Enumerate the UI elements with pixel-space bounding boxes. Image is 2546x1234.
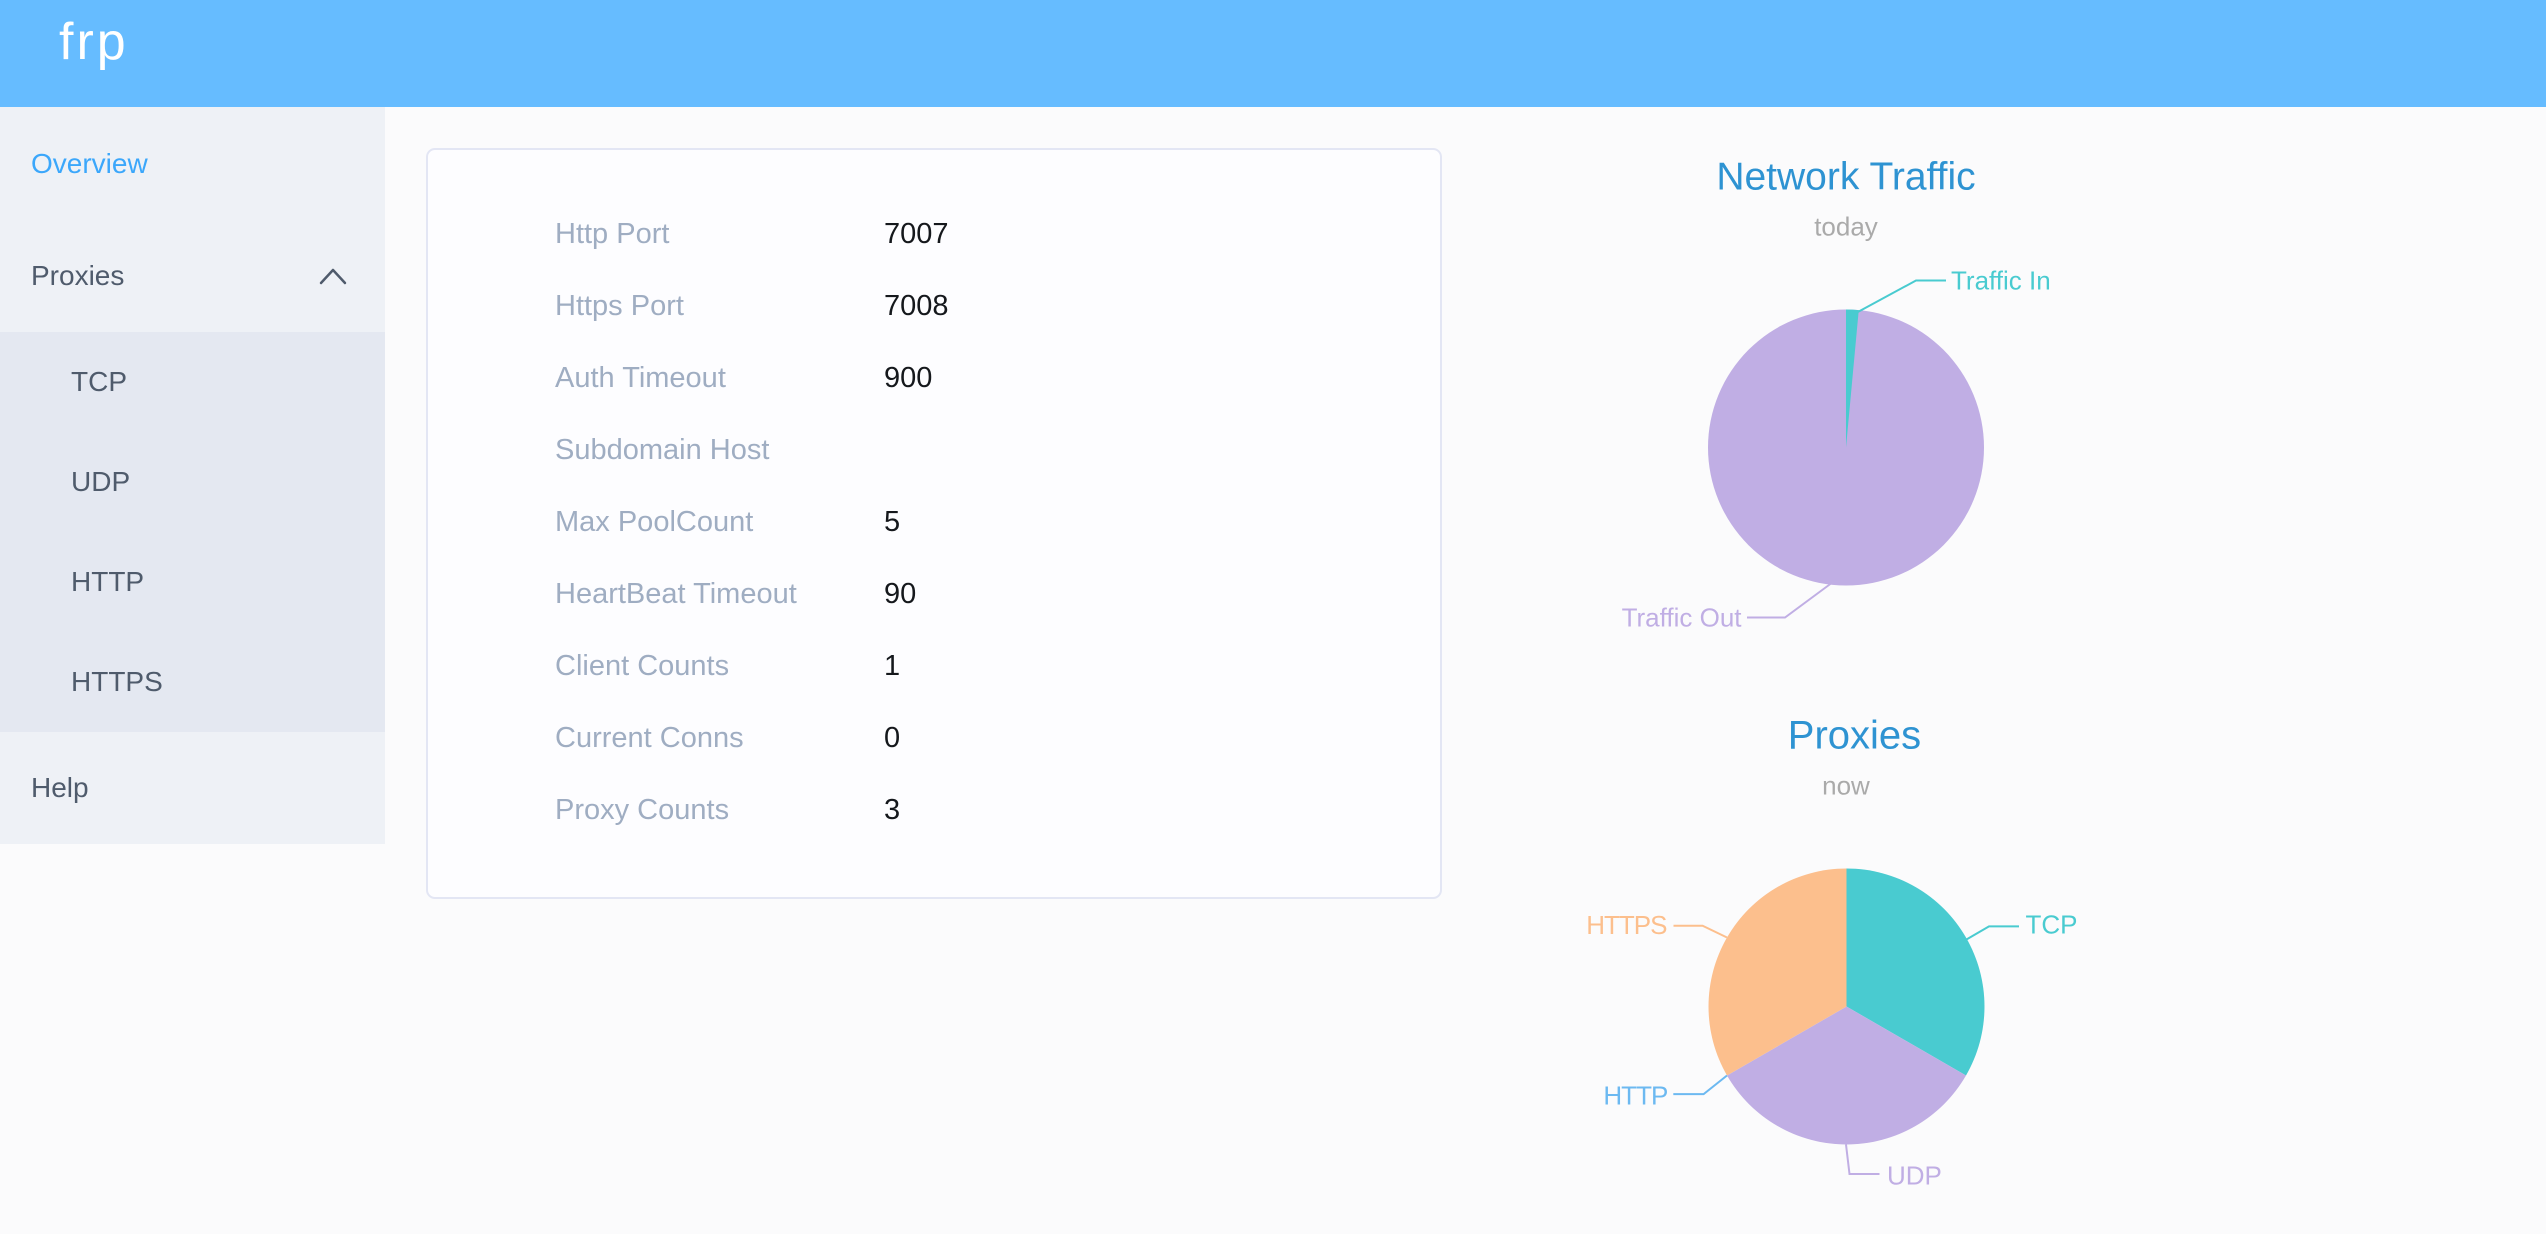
svg-text:UDP: UDP [1887, 1160, 1942, 1190]
svg-text:Proxies: Proxies [1788, 714, 1921, 758]
svg-text:Traffic In: Traffic In [1951, 266, 2051, 296]
svg-text:HTTPS: HTTPS [1586, 910, 1667, 940]
svg-text:HTTP: HTTP [1603, 1080, 1667, 1110]
svg-text:Traffic Out: Traffic Out [1622, 603, 1743, 633]
svg-text:TCP: TCP [2026, 910, 2078, 940]
svg-text:today: today [1814, 212, 1878, 242]
svg-text:Network Traffic: Network Traffic [1716, 156, 1975, 199]
svg-text:now: now [1822, 771, 1870, 801]
